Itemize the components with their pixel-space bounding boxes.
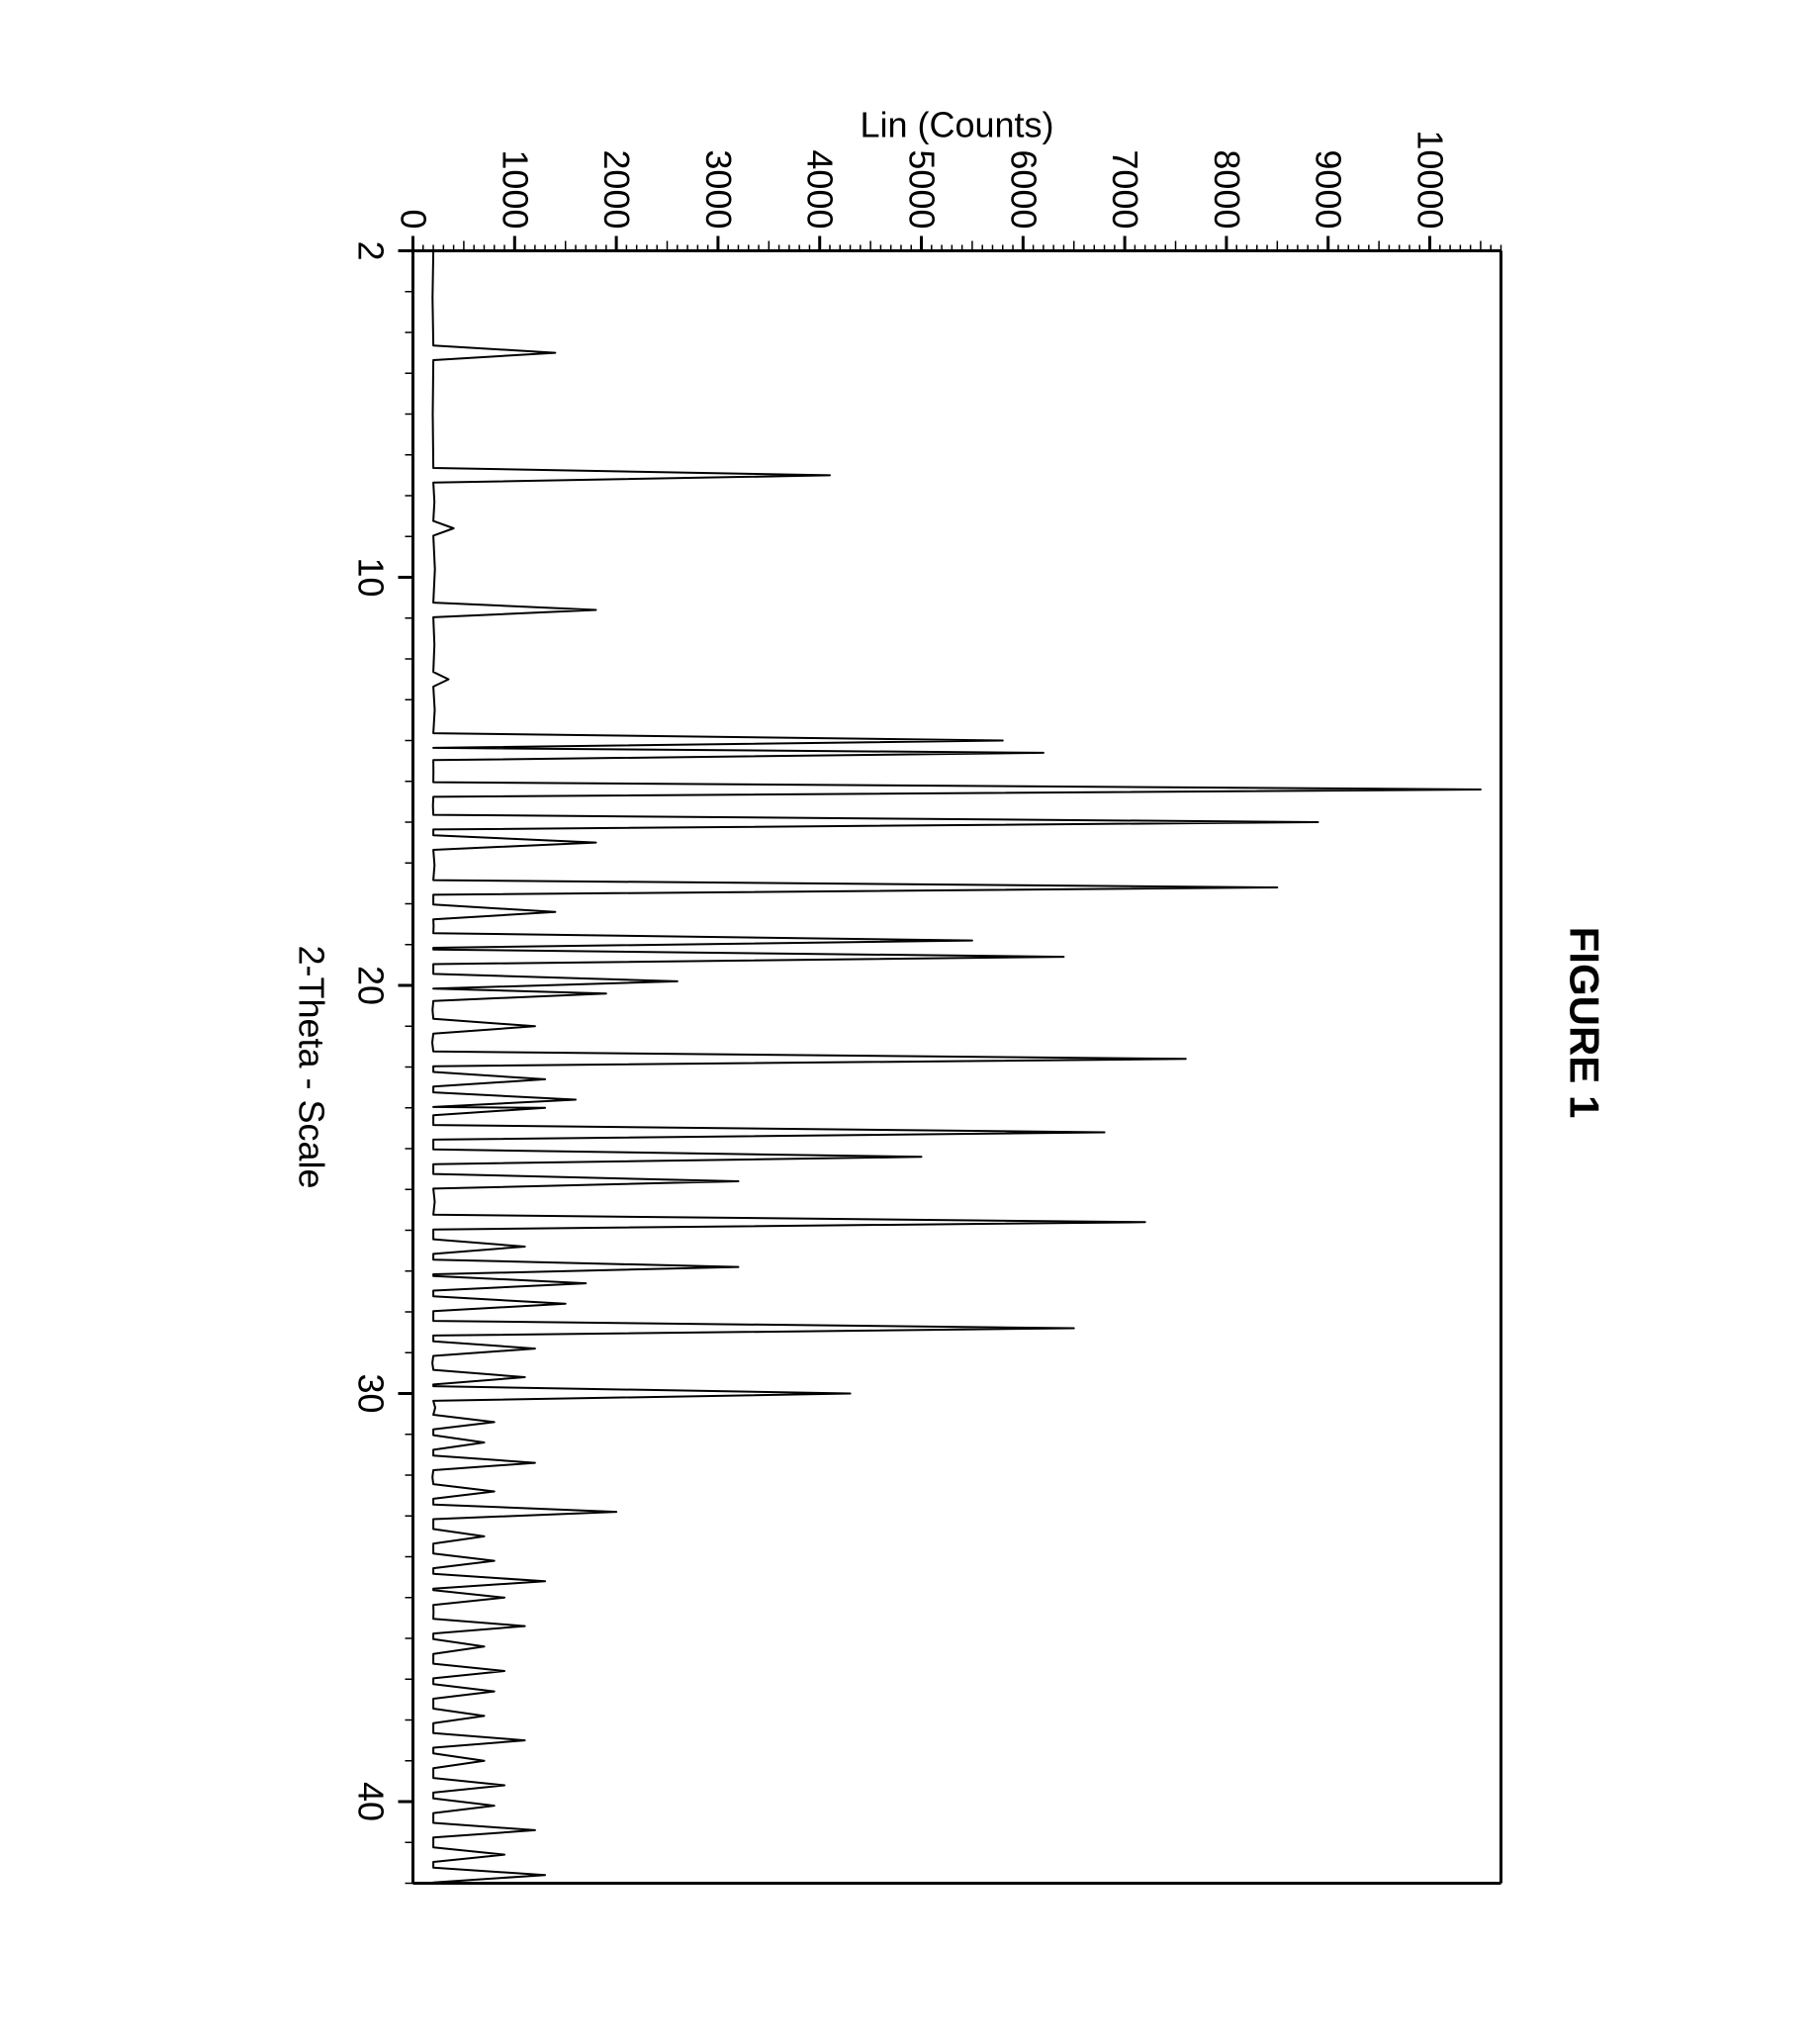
y-tick-label: 7000 xyxy=(1105,149,1145,229)
y-tick-label: 6000 xyxy=(1003,149,1044,229)
y-tick-label: 8000 xyxy=(1206,149,1246,229)
y-tick-label: 1000 xyxy=(495,149,535,229)
x-tick-label: 20 xyxy=(350,965,391,1004)
rotated-plot-wrapper: FIGURE 1 0 1000 2000 3000 4000 5000 6000 7000 80… xyxy=(210,82,1607,1962)
x-tick-label: 2 xyxy=(350,240,391,260)
x-tick-label: 30 xyxy=(350,1373,391,1413)
y-tick-label: 5000 xyxy=(901,149,942,229)
xrd-chart: 0 1000 2000 3000 4000 5000 6000 7000 8000 9000 100… xyxy=(215,82,1520,1962)
y-tick-label: 2000 xyxy=(596,149,637,229)
y-tick-label: 3000 xyxy=(697,149,738,229)
x-tick-label: 10 xyxy=(350,557,391,597)
y-tick-label: 4000 xyxy=(799,149,840,229)
y-tick-label: 0 xyxy=(393,209,433,229)
y-axis-label: Lin (Counts) xyxy=(860,104,1053,144)
x-tick-label: 40 xyxy=(350,1781,391,1820)
x-axis-label: 2-Theta - Scale xyxy=(291,945,331,1188)
figure-title: FIGURE 1 xyxy=(1560,82,1607,1962)
figure-container: FIGURE 1 0 1000 2000 3000 4000 5000 6000 7000 80… xyxy=(0,20,1817,2024)
diffractogram-trace xyxy=(432,250,1481,1883)
y-tick-label: 10000 xyxy=(1409,130,1450,229)
y-tick-label: 9000 xyxy=(1308,149,1348,229)
